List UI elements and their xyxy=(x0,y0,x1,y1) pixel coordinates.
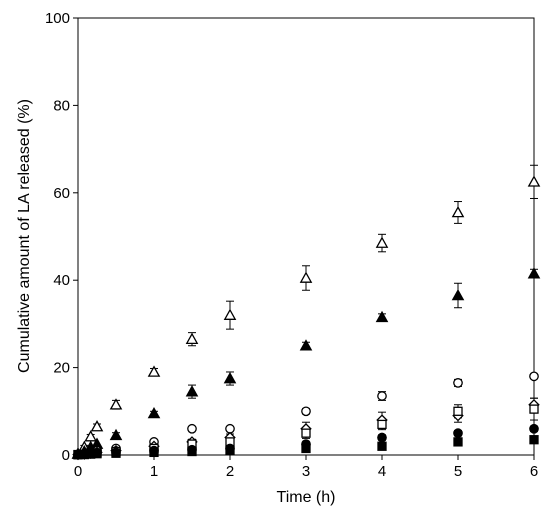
data-point-square xyxy=(377,441,387,451)
data-point-triangle xyxy=(375,310,389,323)
data-point-square xyxy=(301,428,311,438)
x-tick-label: 0 xyxy=(74,463,82,480)
data-point-triangle xyxy=(299,271,313,283)
x-axis: 0 1 2 3 4 5 6 xyxy=(74,455,538,480)
y-tick-label: 0 xyxy=(62,447,70,464)
data-point-triangle xyxy=(527,175,541,187)
data-point-square xyxy=(529,435,539,445)
y-tick-label: 60 xyxy=(53,185,70,202)
data-point-triangle xyxy=(451,205,465,218)
data-point-triangle xyxy=(109,398,123,410)
plot-frame xyxy=(77,17,535,456)
x-tick-label: 4 xyxy=(378,463,386,480)
data-point-circle xyxy=(377,432,387,443)
data-point-square xyxy=(377,419,387,430)
data-point-square xyxy=(301,443,311,454)
data-point-square xyxy=(529,404,539,414)
data-point-triangle xyxy=(185,332,199,345)
y-tick-label: 20 xyxy=(53,360,70,377)
y-tick-label: 80 xyxy=(53,97,70,114)
data-point-circle xyxy=(529,423,539,434)
data-point-triangle xyxy=(223,308,237,320)
data-point-triangle xyxy=(527,267,541,279)
y-tick-label: 40 xyxy=(53,272,70,289)
x-tick-label: 3 xyxy=(302,463,310,480)
data-point-triangle xyxy=(185,385,199,397)
data-point-circle xyxy=(187,423,197,434)
data-point-triangle xyxy=(451,288,465,301)
x-tick-label: 6 xyxy=(530,463,538,480)
data-point-circle xyxy=(225,423,235,434)
data-point-triangle xyxy=(147,406,161,419)
data-point-triangle xyxy=(147,365,161,377)
x-tick-label: 5 xyxy=(454,463,462,480)
data-point-circle xyxy=(529,371,539,382)
data-point-square xyxy=(453,437,463,447)
data-point-circle xyxy=(453,378,463,388)
data-point-square xyxy=(453,406,463,416)
data-point-circle xyxy=(453,428,463,438)
data-point-triangle xyxy=(90,420,104,432)
x-axis-title: Time (h) xyxy=(277,489,336,506)
data-point-triangle xyxy=(375,236,389,248)
error-bars xyxy=(80,164,538,451)
data-points xyxy=(71,175,541,461)
x-tick-label: 2 xyxy=(226,463,234,480)
x-tick-label: 1 xyxy=(150,463,158,480)
y-tick-label: 100 xyxy=(45,10,70,27)
data-point-triangle xyxy=(223,371,237,384)
data-point-square xyxy=(187,446,197,457)
data-point-triangle xyxy=(299,339,313,351)
data-point-square xyxy=(92,449,102,459)
data-point-square xyxy=(111,448,121,458)
data-point-triangle xyxy=(84,430,97,442)
data-point-square xyxy=(149,447,159,458)
data-point-square xyxy=(225,445,235,456)
data-point-triangle xyxy=(109,428,123,441)
data-point-circle xyxy=(301,406,311,417)
y-axis-title: Cumulative amount of LA released (%) xyxy=(16,99,33,373)
y-axis: 0 20 40 60 80 100 xyxy=(45,10,78,464)
data-point-circle xyxy=(377,391,387,401)
